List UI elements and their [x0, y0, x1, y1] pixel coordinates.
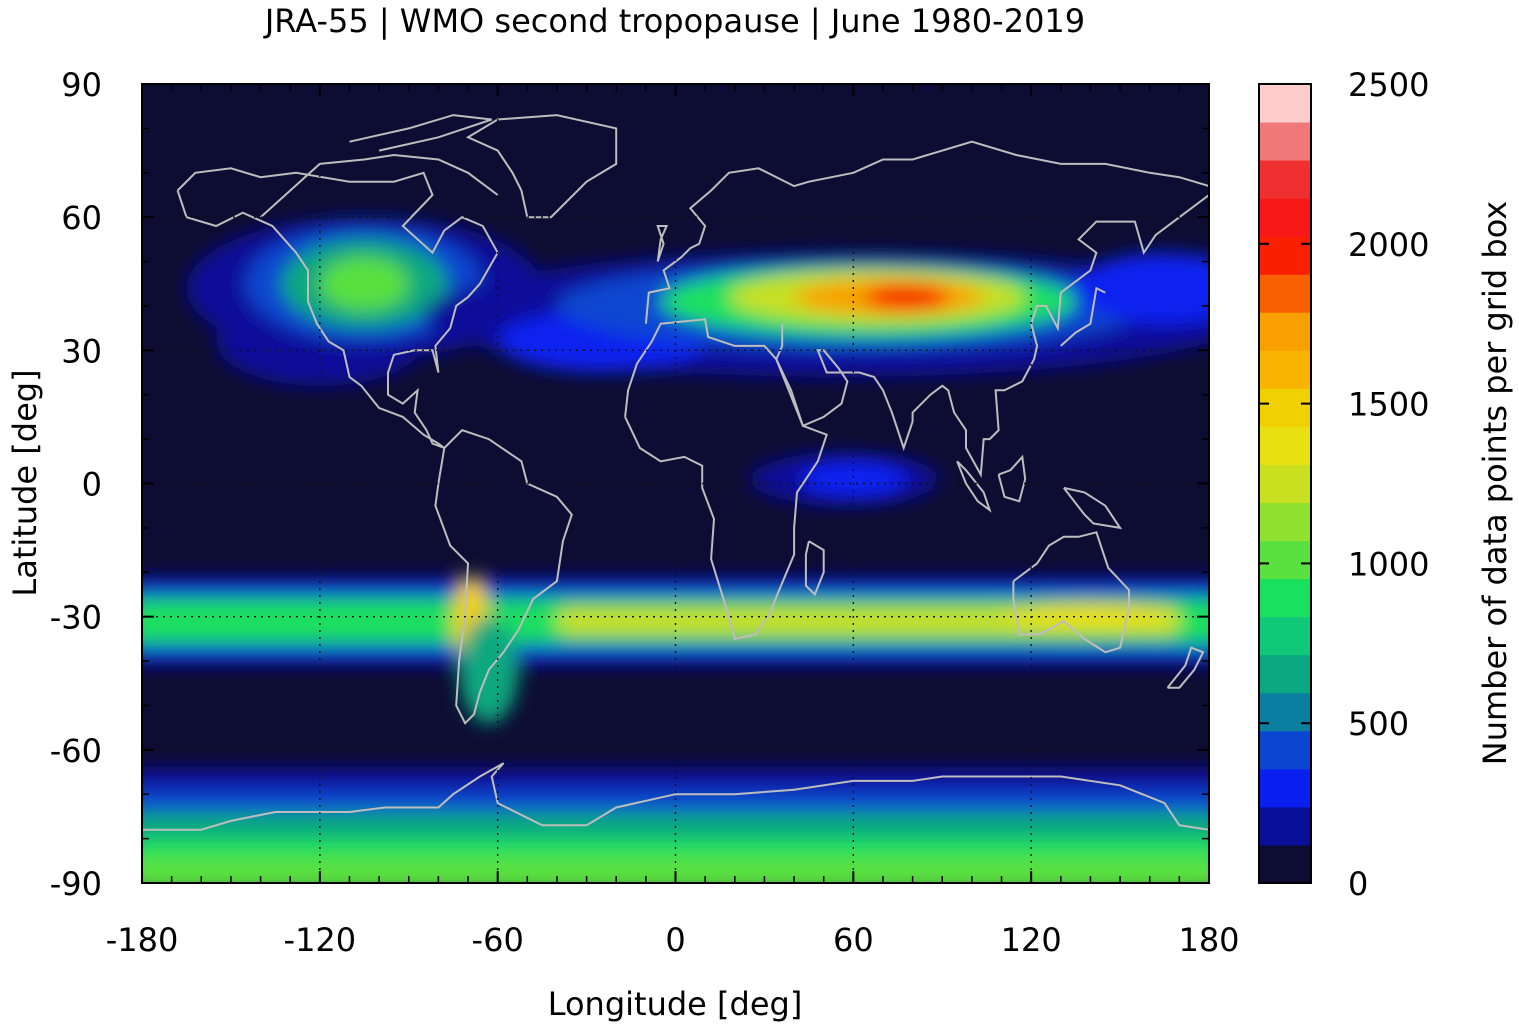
- colorbar-segment: [1259, 198, 1311, 237]
- coastline: [775, 194, 1209, 478]
- colorbar-axis: 0 500 1000 1500 2000 2500: [1259, 66, 1429, 903]
- coastline: [656, 225, 669, 262]
- coastline: [804, 540, 825, 597]
- colorbar-tick-label: 1500: [1348, 386, 1429, 424]
- x-tick-label: -60: [472, 921, 524, 959]
- y-tick-label: 0: [82, 466, 102, 504]
- colorbar-segment: [1259, 768, 1311, 808]
- equatorial-inner: [799, 461, 907, 497]
- coastline: [349, 114, 493, 152]
- australia-maximum: [1001, 603, 1180, 630]
- x-tick-label: 60: [833, 921, 874, 959]
- colorbar-segment: [1259, 426, 1311, 465]
- colorbar-segment: [1259, 236, 1311, 275]
- y-tick-label: -60: [50, 732, 102, 770]
- coastline: [434, 429, 573, 725]
- x-tick-label: 0: [665, 921, 685, 959]
- colorbar-segment: [1259, 692, 1311, 732]
- coastline: [956, 460, 992, 513]
- coastline: [465, 114, 618, 219]
- coastline: [644, 140, 1209, 324]
- colorbar-segment: [1259, 502, 1311, 542]
- coastline: [259, 153, 499, 218]
- y-tick-label: 30: [61, 332, 102, 370]
- coastline: [624, 318, 828, 641]
- colorbar-tick-label: 500: [1348, 705, 1409, 743]
- grid: [142, 84, 1209, 883]
- colorbar-segment: [1259, 654, 1311, 694]
- x-tick-label: -120: [284, 921, 357, 959]
- coastlines: [142, 114, 1209, 831]
- colorbar-segment: [1259, 350, 1311, 389]
- colorbar-segment: [1259, 578, 1311, 618]
- colorbar-segment: [1259, 844, 1311, 884]
- colorbar-segment: [1259, 806, 1311, 846]
- colorbar-segment: [1259, 122, 1311, 161]
- colorbar-tick-label: 0: [1348, 865, 1368, 903]
- coastline: [176, 167, 499, 449]
- colorbar-segment: [1259, 274, 1311, 313]
- x-tick-label: 180: [1178, 921, 1239, 959]
- y-tick-label: 90: [61, 66, 102, 104]
- nh-eurasia-peak: [865, 283, 949, 311]
- colorbar-segment: [1259, 464, 1311, 504]
- y-tick-label: 60: [61, 199, 102, 237]
- x-axis: -180 -120 -60 0 60 120 180: [106, 84, 1240, 959]
- colorbar-tick-label: 2500: [1348, 66, 1429, 104]
- colorbar-frame: [1258, 83, 1312, 884]
- colorbar-segment: [1259, 616, 1311, 656]
- colorbar-segment: [1259, 540, 1311, 580]
- colorbar-segment: [1259, 730, 1311, 770]
- chart-title: JRA-55 | WMO second tropopause | June 19…: [263, 2, 1085, 40]
- colorbar-segment: [1259, 388, 1311, 427]
- colorbar-tick-label: 2000: [1348, 226, 1429, 264]
- colorbar-segment: [1259, 84, 1311, 123]
- nh-america-core: [319, 257, 409, 311]
- coastline: [1166, 646, 1205, 689]
- x-tick-label: 120: [1001, 921, 1062, 959]
- colorbar-tick-label: 1000: [1348, 545, 1429, 583]
- colorbar: [1258, 83, 1312, 884]
- coastline: [1060, 286, 1106, 347]
- coastline: [142, 762, 1209, 831]
- x-tick-label: -180: [106, 921, 179, 959]
- colorbar-label: Number of data points per grid box: [1476, 201, 1514, 765]
- nh-pacific-east: [1075, 252, 1209, 324]
- y-axis: 90 60 30 0 -30 -60 -90: [50, 66, 1209, 903]
- y-tick-label: -90: [50, 865, 102, 903]
- y-axis-label: Latitude [deg]: [6, 369, 44, 596]
- y-tick-label: -30: [50, 599, 102, 637]
- coastline: [1012, 531, 1130, 654]
- coastline: [1063, 486, 1123, 530]
- colorbar-segment: [1259, 312, 1311, 351]
- coastline: [997, 454, 1027, 503]
- x-axis-label: Longitude [deg]: [548, 985, 803, 1023]
- colorbar-segment: [1259, 160, 1311, 199]
